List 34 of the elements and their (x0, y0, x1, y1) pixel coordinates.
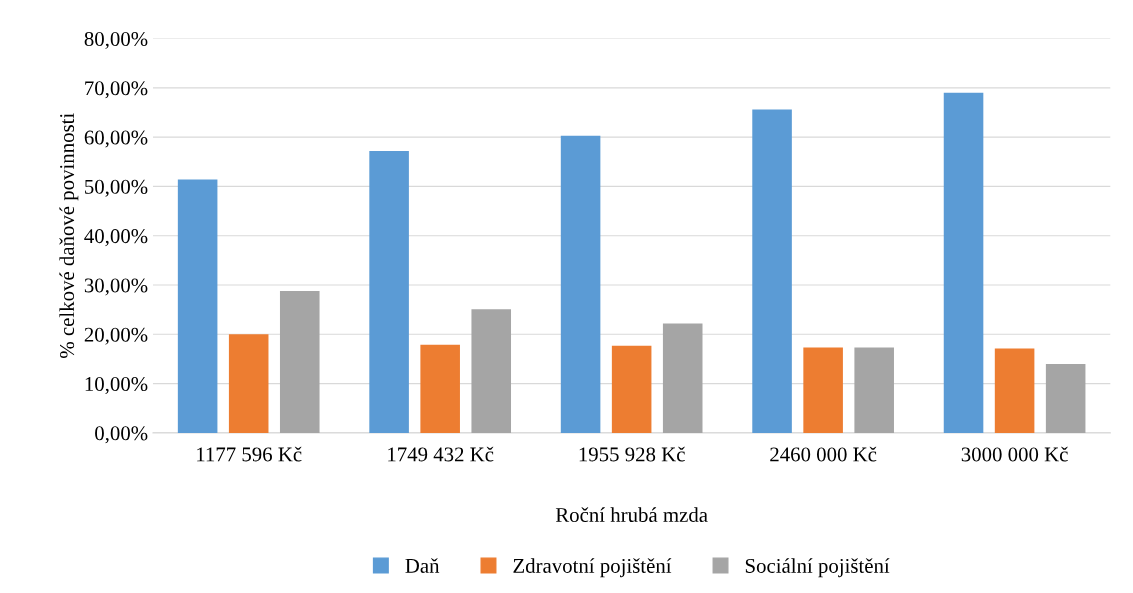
bar (1045, 363, 1086, 433)
bar (177, 179, 218, 433)
bar (369, 150, 409, 433)
bar (228, 334, 269, 433)
bar (803, 347, 843, 433)
y-axis-title: % celkové daňové povinnosti (59, 113, 79, 358)
bar (560, 135, 601, 433)
x-tick-label: 3000 000 Kč (961, 446, 1068, 462)
x-axis-title: Roční hrubá mzda (555, 507, 708, 522)
y-tick-label: 50,00% (85, 179, 148, 197)
y-tick-label: 0,00% (95, 426, 148, 444)
x-tick-label: 2460 000 Kč (770, 446, 877, 462)
y-tick-label: 70,00% (85, 81, 148, 99)
y-tick-label: 80,00% (84, 31, 148, 49)
y-tick-label: 20,00% (84, 327, 148, 345)
bar (611, 345, 652, 433)
x-tick-label: 1177 596 Kč (197, 446, 302, 462)
legend-label: Sociální pojištění (745, 558, 890, 578)
y-tick-label: 60,00% (84, 130, 148, 148)
bar (752, 109, 792, 433)
bar (471, 309, 512, 433)
bar (420, 344, 460, 433)
bar (279, 290, 320, 433)
bar (662, 323, 703, 433)
bar (854, 347, 894, 433)
y-tick-label: 40,00% (84, 229, 148, 247)
bar (943, 92, 984, 433)
bar (994, 348, 1035, 433)
legend-label: Daň (405, 558, 440, 573)
legend-label: Zdravotní pojištění (513, 558, 672, 578)
y-tick-label: 30,00% (84, 278, 148, 296)
x-tick-label: 1955 928 Kč (579, 446, 685, 462)
y-tick-label: 10,00% (85, 376, 148, 395)
x-tick-label: 1749 432 Kč (388, 446, 494, 462)
